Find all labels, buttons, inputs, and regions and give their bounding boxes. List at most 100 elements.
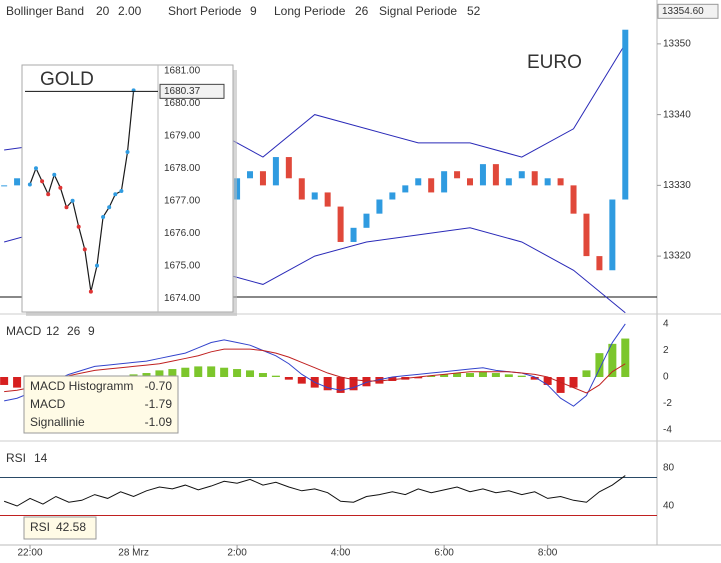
last-price-box (159, 83, 225, 99)
legend-param: 2.00 (118, 4, 142, 18)
histogram-bar (0, 377, 9, 385)
candle (454, 171, 461, 179)
y-tick-label: 2 (663, 345, 669, 356)
y-tick-label: 13330 (663, 180, 691, 191)
legend-param: 9 (250, 4, 257, 18)
candle (415, 178, 422, 186)
panel-param: 26 (67, 324, 81, 338)
candle (259, 171, 266, 186)
readout-value: 42.58 (56, 520, 86, 534)
x-tick-label: 22:00 (18, 548, 43, 559)
candle (1, 185, 8, 187)
candle (350, 227, 357, 242)
x-tick-label: 6:00 (434, 548, 454, 559)
histogram-bar (504, 374, 513, 378)
candle (583, 213, 590, 257)
histogram-bar (556, 377, 565, 393)
gold-point (101, 214, 106, 219)
candle (402, 185, 409, 193)
readout-label: Signallinie (30, 415, 85, 429)
histogram-bar (181, 367, 190, 378)
histogram-bar (491, 373, 500, 378)
histogram-bar (323, 377, 332, 391)
histogram-bar (194, 366, 203, 378)
histogram-bar (427, 375, 436, 378)
histogram-bar (271, 375, 280, 378)
gold-point (58, 185, 63, 190)
histogram-bar (362, 377, 371, 387)
last-price-box (657, 3, 719, 19)
candle (234, 178, 241, 200)
panel-param: 12 (46, 324, 60, 338)
rsi-line (3, 475, 626, 507)
gold-point (125, 150, 130, 155)
candle (363, 213, 370, 228)
histogram-bar (453, 373, 462, 378)
readout-value: -0.70 (145, 379, 173, 393)
y-tick-label: -2 (663, 398, 672, 409)
readout-label: MACD (30, 397, 66, 411)
panel-param: 9 (88, 324, 95, 338)
gold-point (33, 166, 38, 171)
x-tick-label: 28 Mrz (118, 548, 149, 559)
candle (376, 199, 383, 214)
gold-point (27, 182, 32, 187)
gold-point (70, 198, 75, 203)
gold-point (52, 172, 57, 177)
candle (272, 157, 279, 186)
histogram-bar (207, 366, 216, 378)
histogram-bar (388, 377, 397, 381)
candle (428, 178, 435, 193)
legend-param: 52 (467, 4, 481, 18)
readout-label: MACD Histogramm (30, 379, 133, 393)
histogram-bar (168, 369, 177, 378)
candle (622, 29, 629, 200)
legend-label: Bollinger Band (6, 4, 84, 18)
gold-point (40, 179, 45, 184)
histogram-bar (155, 370, 164, 378)
histogram-bar (621, 338, 630, 378)
histogram-bar (478, 371, 487, 378)
candle (441, 171, 448, 193)
y-tick-label: 1677.00 (164, 195, 201, 206)
y-tick-label: 13340 (663, 109, 691, 120)
readout-value: -1.79 (145, 397, 173, 411)
y-tick-label: 13320 (663, 251, 691, 262)
histogram-bar (440, 374, 449, 378)
candle (570, 185, 577, 214)
y-tick-label: 1679.00 (164, 130, 201, 141)
histogram-bar (414, 377, 423, 379)
y-tick-label: 4 (663, 319, 669, 330)
y-tick-label: 1681.00 (164, 66, 201, 77)
candle (285, 157, 292, 179)
annotation: EURO (527, 52, 582, 73)
y-tick-label: 1674.00 (164, 293, 201, 304)
y-tick-label: 1676.00 (164, 228, 201, 239)
x-tick-label: 4:00 (331, 548, 351, 559)
gold-point (113, 192, 118, 197)
candle (544, 178, 551, 186)
candle (467, 178, 474, 186)
candle (531, 171, 538, 186)
y-tick-label: 80 (663, 463, 675, 474)
histogram-bar (517, 375, 526, 378)
y-tick-label: 13350 (663, 39, 691, 50)
panel-title: RSI (6, 451, 26, 465)
histogram-bar (608, 343, 617, 378)
inset-box (21, 64, 234, 313)
candle (14, 178, 21, 186)
y-tick-label: 1675.00 (164, 260, 201, 271)
legend-label: Short Periode (168, 4, 242, 18)
histogram-bar (13, 377, 22, 388)
histogram-bar (543, 377, 552, 385)
gold-point (76, 224, 81, 229)
readout-box (23, 516, 97, 540)
candle (609, 199, 616, 271)
legend-label: Signal Periode (379, 4, 457, 18)
histogram-bar (258, 373, 267, 378)
last-price-label: 13354.60 (662, 6, 704, 17)
readout-label: RSI (30, 520, 50, 534)
candle (324, 192, 331, 207)
legend-param: 26 (355, 4, 369, 18)
